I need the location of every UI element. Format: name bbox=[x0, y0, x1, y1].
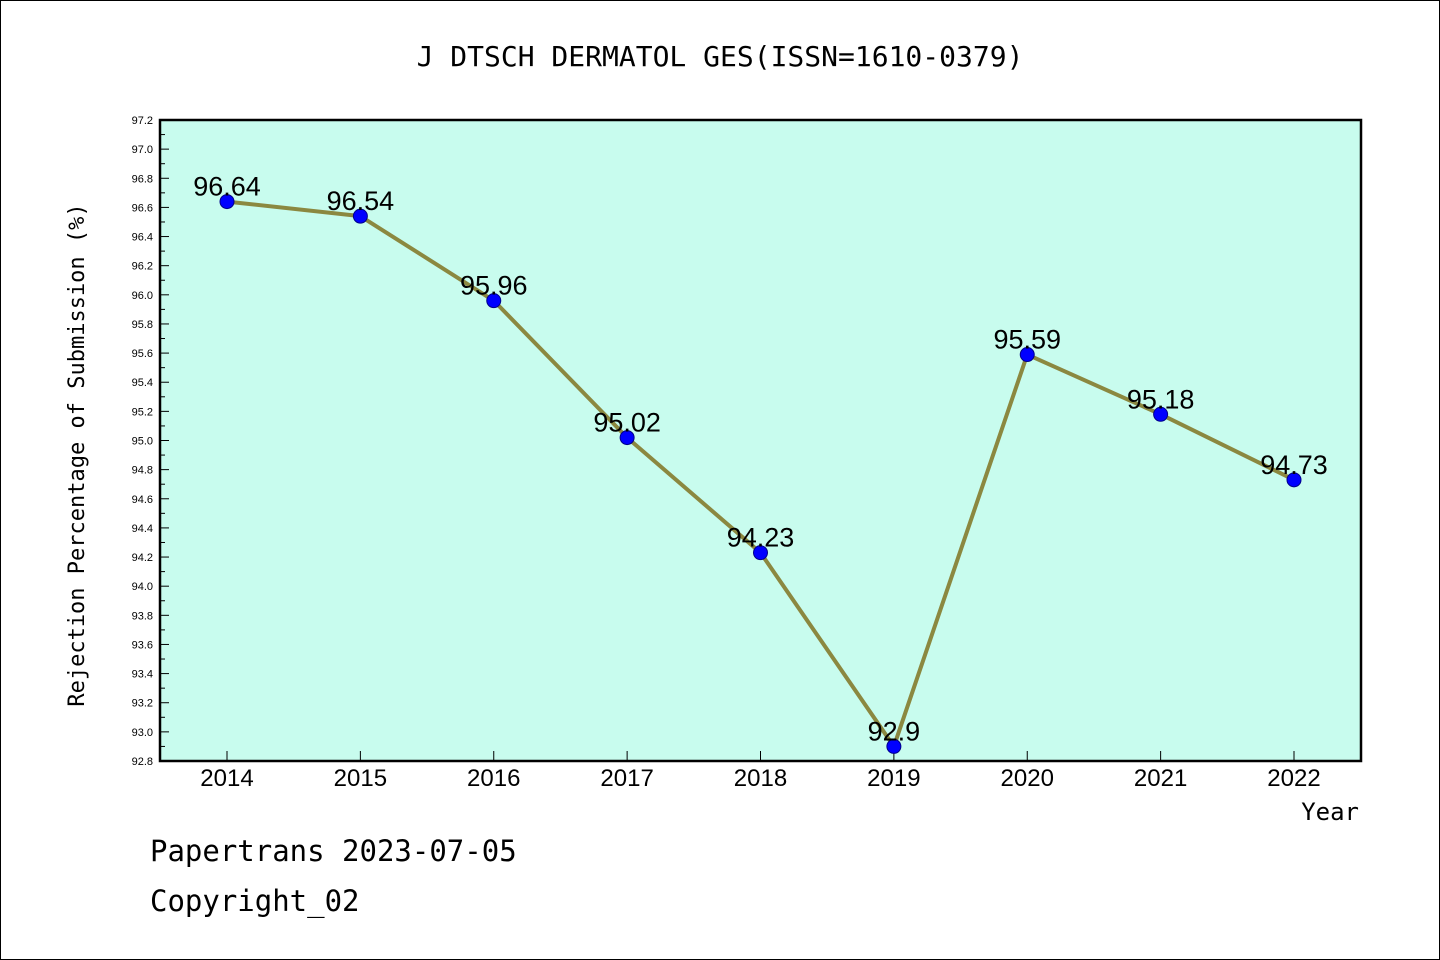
data-label: 94.23 bbox=[727, 523, 795, 553]
y-axis: 92.8 93.0 93.2 93.4 93.6 93.8 94.0 94.2 94.4 94.6… bbox=[132, 115, 169, 768]
y-tick-label: 97.2 bbox=[132, 115, 153, 127]
x-tick-label: 2017 bbox=[600, 765, 653, 792]
x-axis: 2014 2015 2016 2017 2018 2019 2020 2021 2022 bbox=[200, 751, 1321, 792]
data-label: 94.73 bbox=[1260, 450, 1328, 480]
y-tick-label: 95.0 bbox=[132, 436, 153, 448]
y-tick-label: 94.8 bbox=[132, 465, 153, 477]
y-tick-label: 96.8 bbox=[132, 173, 153, 185]
data-label: 96.64 bbox=[193, 172, 261, 202]
data-point bbox=[1153, 406, 1169, 422]
x-tick-label: 2014 bbox=[200, 765, 253, 792]
data-point bbox=[1286, 472, 1302, 488]
footer-copyright-line: Copyright_02 bbox=[150, 884, 360, 918]
y-tick-label: 94.2 bbox=[132, 552, 153, 564]
data-point bbox=[219, 194, 235, 210]
y-tick-label: 93.8 bbox=[132, 610, 153, 622]
data-label: 95.59 bbox=[993, 325, 1061, 355]
data-point bbox=[886, 738, 902, 754]
chart-title: J DTSCH DERMATOL GES(ISSN=1610-0379) bbox=[417, 40, 1024, 73]
data-label: 96.54 bbox=[327, 186, 395, 216]
y-tick-label: 93.6 bbox=[132, 639, 153, 651]
data-label: 92.9 bbox=[868, 716, 921, 746]
data-point bbox=[753, 545, 768, 561]
data-point bbox=[619, 430, 635, 446]
data-point bbox=[1019, 347, 1035, 363]
y-tick-label: 93.2 bbox=[132, 698, 153, 710]
data-labels: 96.64 96.54 95.96 95.02 94.23 92.9 95.59 95.18 9… bbox=[193, 172, 1328, 747]
x-tick-label: 2018 bbox=[734, 765, 787, 792]
y-tick-label: 95.4 bbox=[132, 377, 153, 389]
y-tick-label: 92.8 bbox=[132, 756, 153, 768]
x-tick-label: 2015 bbox=[334, 765, 387, 792]
x-tick-label: 2022 bbox=[1267, 765, 1320, 792]
y-tick-label: 97.0 bbox=[132, 144, 153, 156]
y-tick-label: 96.0 bbox=[132, 290, 153, 302]
plot-area bbox=[158, 118, 1363, 763]
y-tick-label: 94.4 bbox=[132, 523, 153, 535]
footer-date-line: Papertrans 2023-07-05 bbox=[150, 834, 517, 868]
data-point bbox=[486, 293, 502, 309]
x-tick-label: 2021 bbox=[1134, 765, 1187, 792]
y-tick-label: 93.0 bbox=[132, 727, 153, 739]
data-label: 95.18 bbox=[1127, 384, 1195, 414]
data-label: 95.02 bbox=[593, 408, 661, 438]
y-tick-label: 95.8 bbox=[132, 319, 153, 331]
y-tick-label: 96.2 bbox=[132, 261, 153, 273]
y-tick-label: 93.4 bbox=[132, 669, 153, 681]
x-axis-label: Year bbox=[1301, 798, 1359, 826]
series-markers bbox=[219, 194, 1302, 754]
y-tick-label: 94.0 bbox=[132, 581, 153, 593]
y-tick-label: 96.4 bbox=[132, 232, 153, 244]
y-tick-label: 95.2 bbox=[132, 406, 153, 418]
x-tick-label: 2019 bbox=[867, 765, 920, 792]
x-tick-label: 2016 bbox=[467, 765, 520, 792]
y-tick-label: 96.6 bbox=[132, 202, 153, 214]
data-point bbox=[352, 208, 368, 224]
y-tick-label: 94.6 bbox=[132, 494, 153, 506]
y-axis-label: Rejection Percentage of Submission (%) bbox=[65, 203, 90, 706]
data-label: 95.96 bbox=[460, 271, 528, 301]
y-tick-label: 95.6 bbox=[132, 348, 153, 360]
x-tick-label: 2020 bbox=[1001, 765, 1054, 792]
